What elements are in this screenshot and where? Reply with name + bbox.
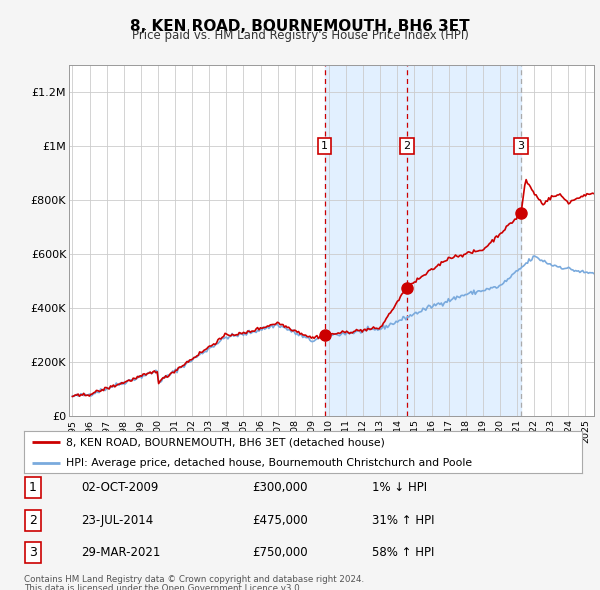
Text: 02-OCT-2009: 02-OCT-2009 (81, 481, 158, 494)
Text: £750,000: £750,000 (252, 546, 308, 559)
Bar (325, 65, 407, 416)
Text: 31% ↑ HPI: 31% ↑ HPI (372, 514, 434, 527)
Text: 2: 2 (29, 514, 37, 527)
Text: 2: 2 (403, 141, 410, 151)
Text: This data is licensed under the Open Government Licence v3.0.: This data is licensed under the Open Gov… (24, 584, 302, 590)
Bar (407, 65, 521, 416)
Text: 3: 3 (29, 546, 37, 559)
Text: 58% ↑ HPI: 58% ↑ HPI (372, 546, 434, 559)
Text: £300,000: £300,000 (252, 481, 308, 494)
Text: 1: 1 (29, 481, 37, 494)
Text: 8, KEN ROAD, BOURNEMOUTH, BH6 3ET (detached house): 8, KEN ROAD, BOURNEMOUTH, BH6 3ET (detac… (66, 437, 385, 447)
Text: Contains HM Land Registry data © Crown copyright and database right 2024.: Contains HM Land Registry data © Crown c… (24, 575, 364, 584)
Text: 8, KEN ROAD, BOURNEMOUTH, BH6 3ET: 8, KEN ROAD, BOURNEMOUTH, BH6 3ET (130, 19, 470, 34)
Text: HPI: Average price, detached house, Bournemouth Christchurch and Poole: HPI: Average price, detached house, Bour… (66, 458, 472, 468)
Text: 29-MAR-2021: 29-MAR-2021 (81, 546, 160, 559)
Text: 1% ↓ HPI: 1% ↓ HPI (372, 481, 427, 494)
Text: 3: 3 (518, 141, 524, 151)
Text: £475,000: £475,000 (252, 514, 308, 527)
Text: 1: 1 (321, 141, 328, 151)
Text: 23-JUL-2014: 23-JUL-2014 (81, 514, 153, 527)
Text: Price paid vs. HM Land Registry's House Price Index (HPI): Price paid vs. HM Land Registry's House … (131, 30, 469, 42)
